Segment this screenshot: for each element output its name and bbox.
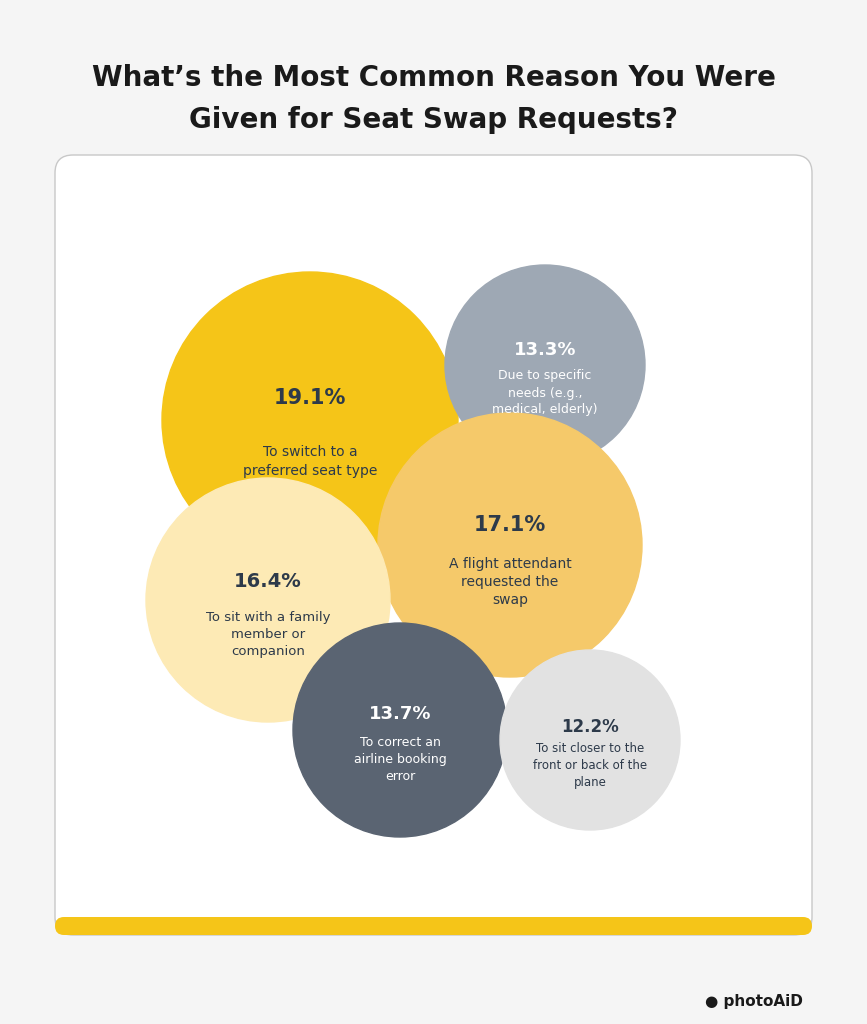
Text: Given for Seat Swap Requests?: Given for Seat Swap Requests?	[189, 106, 678, 134]
Text: A flight attendant
requested the
swap: A flight attendant requested the swap	[448, 557, 571, 607]
Circle shape	[378, 413, 642, 677]
Circle shape	[293, 623, 507, 837]
Text: Due to specific
needs (e.g.,
medical, elderly): Due to specific needs (e.g., medical, el…	[492, 370, 597, 417]
Text: 13.3%: 13.3%	[514, 341, 577, 359]
Text: 16.4%: 16.4%	[234, 572, 302, 591]
Text: To sit closer to the
front or back of the
plane: To sit closer to the front or back of th…	[533, 741, 647, 788]
Circle shape	[162, 272, 458, 568]
FancyBboxPatch shape	[55, 918, 812, 935]
Text: ● photoAiD: ● photoAiD	[706, 994, 803, 1009]
FancyBboxPatch shape	[55, 155, 812, 935]
Circle shape	[500, 650, 680, 830]
Text: What’s the Most Common Reason You Were: What’s the Most Common Reason You Were	[92, 63, 775, 92]
Text: 13.7%: 13.7%	[368, 705, 431, 723]
Text: To switch to a
preferred seat type: To switch to a preferred seat type	[243, 445, 377, 477]
Text: 19.1%: 19.1%	[274, 388, 346, 408]
Text: To correct an
airline booking
error: To correct an airline booking error	[354, 736, 447, 783]
Circle shape	[445, 265, 645, 465]
Text: To sit with a family
member or
companion: To sit with a family member or companion	[205, 610, 330, 657]
Text: 12.2%: 12.2%	[561, 718, 619, 735]
Text: 17.1%: 17.1%	[474, 515, 546, 536]
Circle shape	[146, 478, 390, 722]
